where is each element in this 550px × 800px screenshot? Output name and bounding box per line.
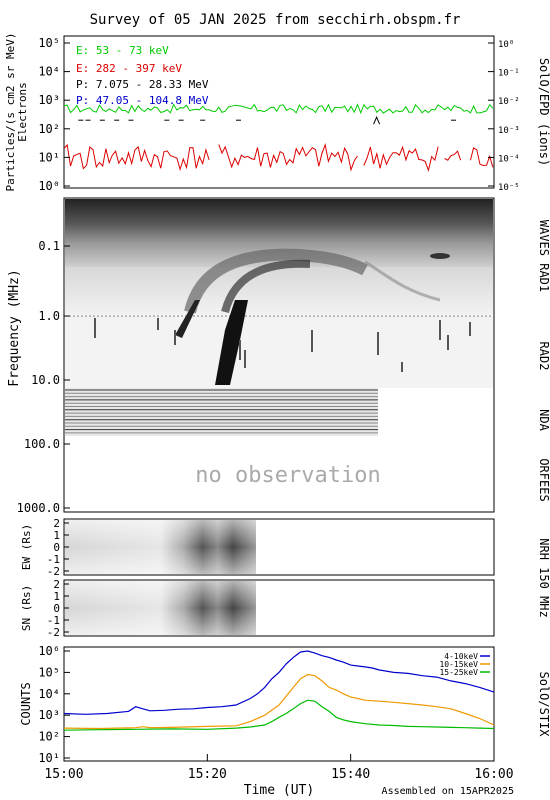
radio-yticks: 0.1 1.0 10.0 100.0 1000.0 [17, 239, 70, 515]
particles-y-tick-label: 10³ [38, 93, 60, 107]
particles-ylabel2: Electrons [16, 82, 29, 142]
label-waves-rad1: WAVES RAD1 [537, 220, 550, 292]
particles-y2-tick-label: 10⁻² [498, 97, 520, 107]
nrh-ew-tick-label: -1 [47, 553, 60, 566]
particles-y2-tick-label: 10⁻³ [498, 126, 520, 136]
nrh-sn-yticks: 210-1-2 [47, 578, 69, 639]
nrh-ew-ylabel: EW (Rs) [20, 524, 33, 570]
nrh-sn-tick-label: -1 [47, 614, 60, 627]
assembled-note: Assembled on 15APR2025 [382, 786, 514, 797]
burst-drift-1 [175, 300, 200, 338]
legend-e-low: E: 53 - 73 keV [76, 44, 169, 57]
nrh-ew-tick-label: 2 [53, 517, 60, 530]
particles-y-tick-label: 10⁰ [38, 179, 60, 193]
nda-lines [65, 389, 378, 434]
radio-ylabel: Frequency (MHz) [7, 269, 22, 386]
figure-title: Survey of 05 JAN 2025 from secchirh.obsp… [90, 12, 461, 28]
legend-p-high: P: 47.05 - 104.8 MeV [76, 94, 209, 107]
radio-y-tick-label: 1000.0 [17, 501, 60, 515]
x-axis-label: Time (UT) [244, 783, 314, 798]
particles-y-tick-label: 10⁵ [38, 36, 60, 50]
nrh-sn-tick-label: 0 [53, 602, 60, 615]
particles-y-tick-label: 10⁴ [38, 65, 60, 79]
x-tick-label: 15:40 [331, 767, 370, 782]
x-tick-label: 15:20 [188, 767, 227, 782]
particles-y-tick-label: 10² [38, 122, 60, 136]
nrh-sn-ylabel: SN (Rs) [20, 585, 33, 631]
rad1-faint-arc [364, 260, 441, 302]
label-nda: NDA [537, 409, 550, 431]
series-p-low-caret [373, 115, 381, 125]
particles-lines [63, 103, 494, 173]
type3-burst-arc [184, 248, 368, 314]
legend-p-low: P: 7.075 - 28.33 MeV [76, 78, 209, 91]
stix-y-tick-label: 10³ [38, 708, 60, 722]
stix-y-tick-label: 10¹ [38, 751, 60, 765]
nrh-sn-tick-label: 1 [53, 590, 60, 603]
burst-drift-2 [215, 300, 248, 385]
nrh-ew-tick-label: 1 [53, 529, 60, 542]
stix-lines [63, 650, 495, 731]
stix-series-2 [63, 699, 495, 731]
particles-right-label: SolO/EPD (ions) [537, 58, 550, 166]
nrh-sn-tick-label: -2 [47, 626, 60, 639]
stix-y-tick-label: 10⁴ [38, 687, 60, 701]
particles-y-tick-label: 10¹ [38, 150, 60, 164]
legend-e-high: E: 282 - 397 keV [76, 62, 182, 75]
series-e-high-line [63, 142, 494, 173]
rad2-vertical-marks [94, 318, 471, 372]
nda-band [65, 388, 378, 436]
stix-y-tick-label: 10⁵ [38, 665, 60, 679]
label-nrh: NRH 150 MHz [537, 538, 550, 617]
particles-y2-tick-label: 10⁻⁵ [498, 183, 520, 193]
x-tick-label: 16:00 [474, 767, 513, 782]
particles-y2-tick-label: 10⁻⁴ [498, 154, 520, 164]
type3-burst-arc-2 [221, 259, 311, 314]
particles-y2ticks: 10⁻⁵ 10⁻⁴ 10⁻³ 10⁻² 10⁻¹ 10⁰ [488, 40, 520, 193]
stix-yticks: 10¹ 10² 10³ 10⁴ 10⁵ 10⁶ [38, 644, 70, 765]
stix-series-1 [63, 673, 495, 730]
nrh-ew-fade [65, 520, 256, 574]
series-e-low-line [63, 103, 494, 115]
particles-y2-tick-label: 10⁰ [498, 40, 514, 50]
nrh-ew-tick-label: -2 [47, 565, 60, 578]
stix-y-tick-label: 10⁶ [38, 644, 60, 658]
particles-yticks: 10⁰ 10¹ 10² 10³ 10⁴ 10⁵ [38, 36, 70, 193]
particles-ylabel: Particles/(s cm2 sr MeV) [4, 33, 17, 192]
nrh-sn-fade [65, 581, 256, 635]
label-rad2: RAD2 [537, 342, 550, 371]
rad1-spot [430, 253, 450, 259]
stix-frame [63, 646, 495, 762]
stix-legend-label: 10-15keV [439, 660, 478, 669]
nrh-ew-yticks: 210-1-2 [47, 517, 69, 578]
rad1-lower-band [65, 267, 493, 315]
radio-panel: no observation 0.1 1.0 10.0 100.0 1000.0 Fre… [7, 197, 550, 515]
stix-ylabel: COUNTS [19, 682, 33, 725]
particles-y2-tick-label: 10⁻¹ [498, 69, 520, 79]
stix-xticks: 15:00 15:20 15:40 16:00 [44, 754, 514, 782]
particles-legend: E: 53 - 73 keV E: 282 - 397 keV P: 7.075… [76, 44, 209, 107]
radio-y-tick-label: 0.1 [38, 239, 60, 253]
stix-right-label: SolO/STIX [537, 671, 550, 737]
nrh-ew-tick-label: 0 [53, 541, 60, 554]
stix-legend-label: 15-25keV [439, 668, 478, 677]
nrh-ew-panel: 210-1-2 EW (Rs) [20, 517, 495, 578]
stix-legend-label: 4-10keV [444, 652, 478, 661]
radio-y-tick-label: 10.0 [31, 373, 60, 387]
label-orfees: ORFEES [537, 458, 550, 501]
nrh-sn-panel: 210-1-2 SN (Rs) NRH 150 MHz [20, 538, 550, 639]
rad2-background [65, 316, 493, 388]
radio-y-tick-label: 1.0 [38, 309, 60, 323]
stix-y-tick-label: 10² [38, 730, 60, 744]
no-observation-text: no observation [195, 463, 380, 488]
stix-series-0 [63, 650, 495, 715]
radio-y-tick-label: 100.0 [24, 437, 60, 451]
x-tick-label: 15:00 [44, 767, 83, 782]
nrh-sn-tick-label: 2 [53, 578, 60, 591]
